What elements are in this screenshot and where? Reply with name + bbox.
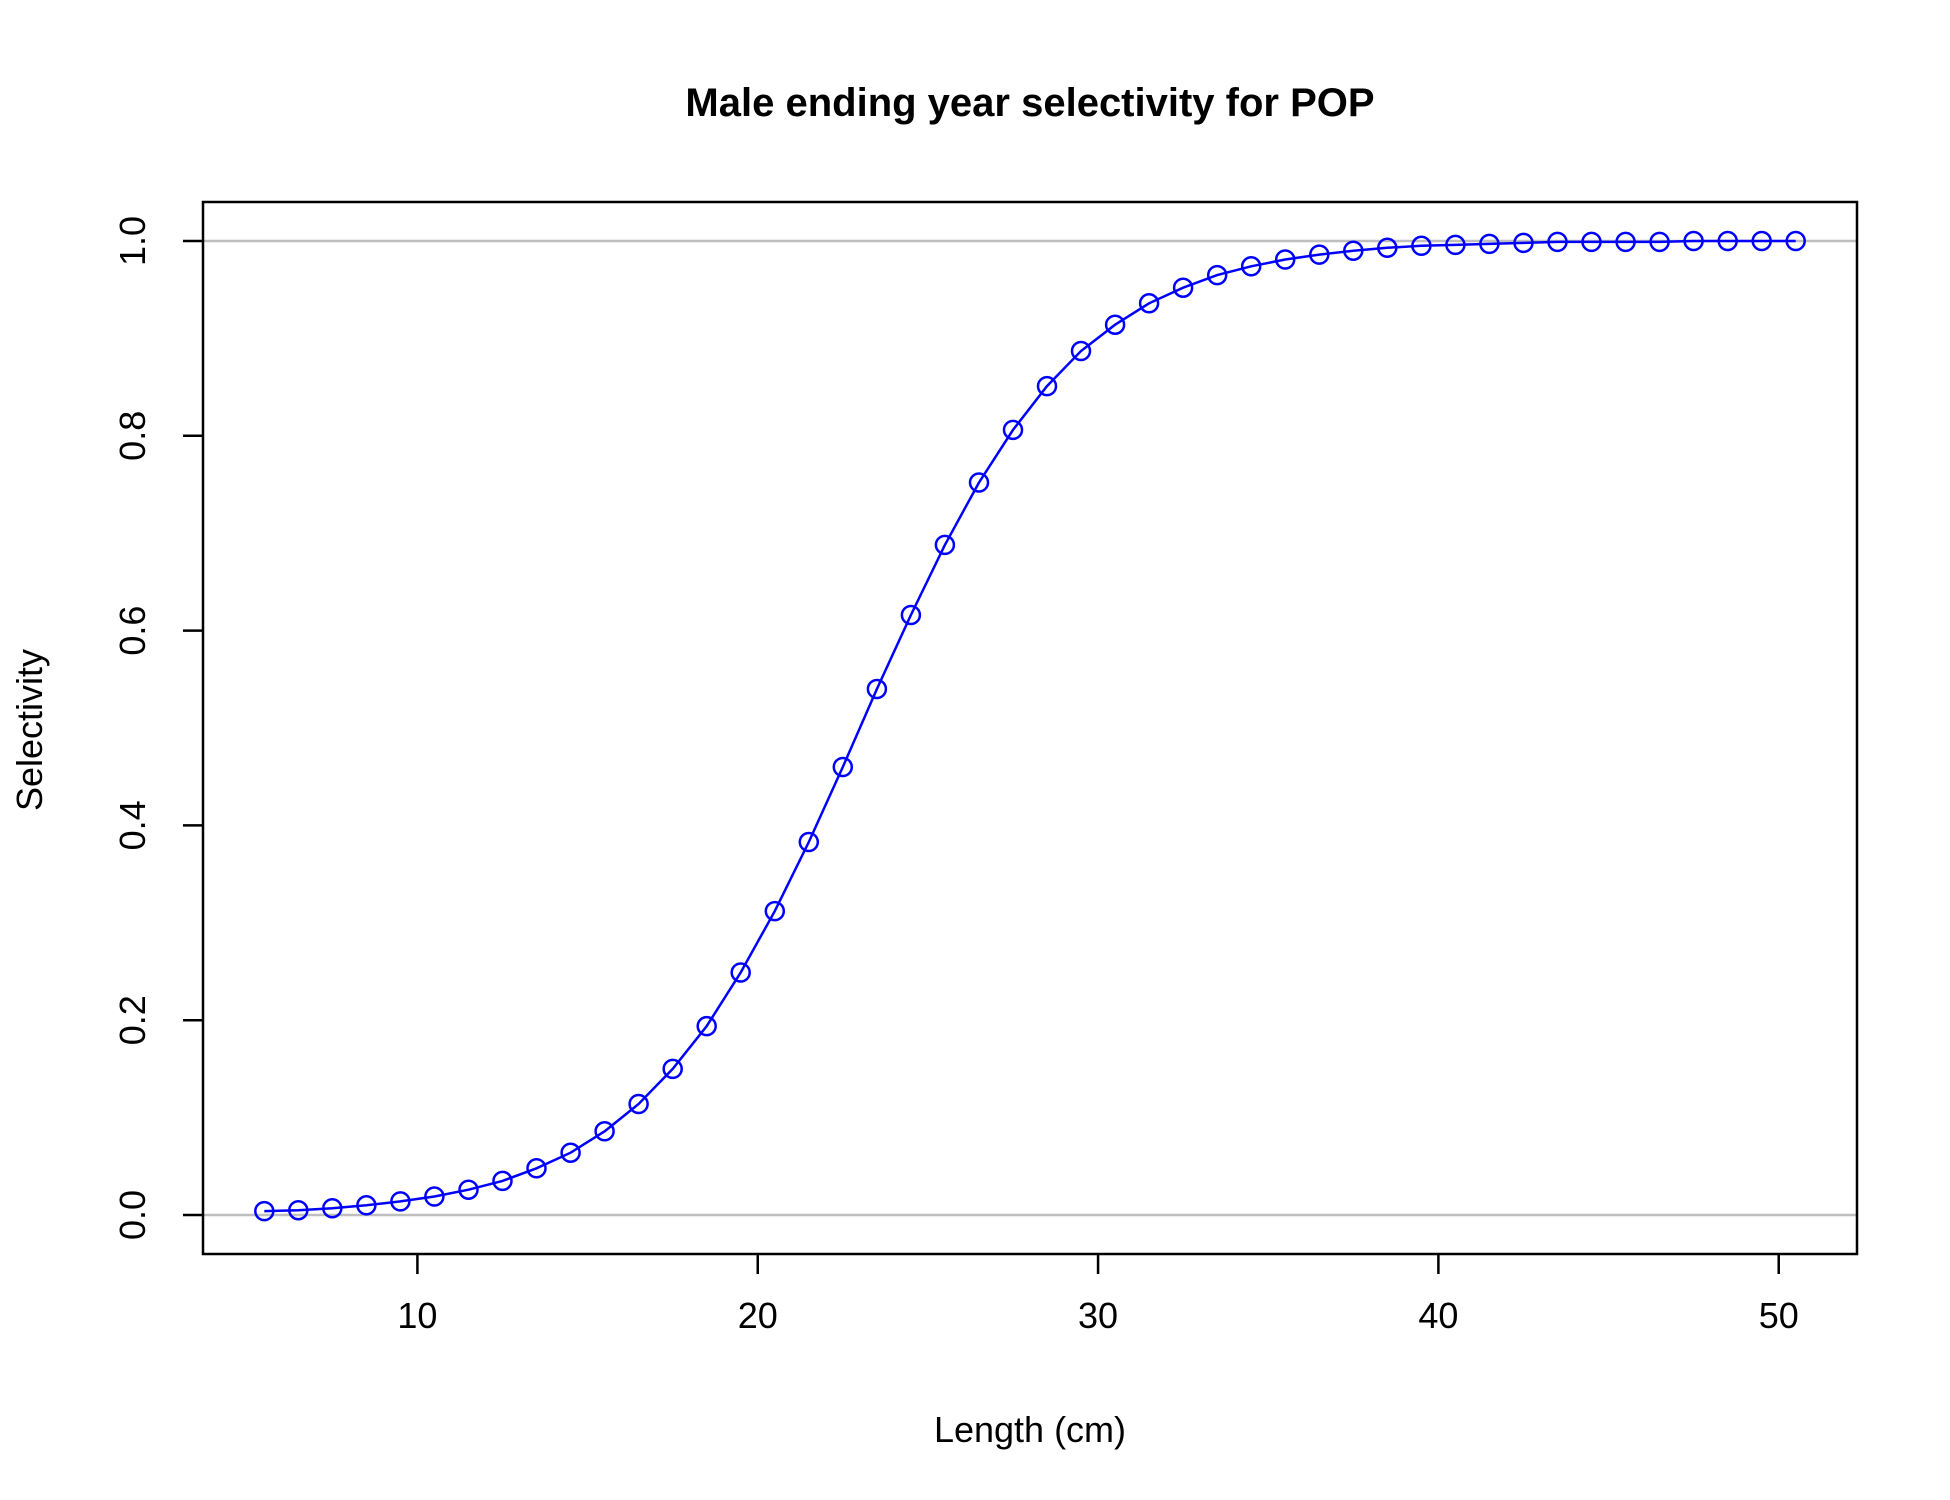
data-point-1 (288, 1199, 309, 1221)
x-axis: 10 20 30 40 50 (397, 1254, 1799, 1336)
data-point-7 (492, 1170, 513, 1192)
data-point-14 (730, 962, 751, 983)
data-point-26 (1138, 293, 1160, 314)
data-point-18 (866, 678, 888, 700)
data-point-17 (832, 756, 854, 778)
y-tick-label-4: 0.8 (112, 411, 153, 461)
data-point-0 (254, 1200, 275, 1222)
data-point-28 (1206, 264, 1228, 286)
data-point-12 (662, 1058, 683, 1080)
data-point-4 (390, 1191, 411, 1212)
y-tick-label-5: 1.0 (112, 216, 153, 266)
data-point-38 (1547, 231, 1568, 253)
data-point-5 (424, 1186, 445, 1207)
chart-title: Male ending year selectivity for POP (685, 81, 1374, 125)
data-point-37 (1513, 232, 1534, 254)
data-point-39 (1581, 231, 1602, 253)
y-tick-label-0: 0.0 (112, 1190, 153, 1240)
x-tick-label-1: 20 (738, 1295, 778, 1336)
data-point-23 (1036, 375, 1058, 397)
series-line (264, 239, 1796, 1213)
data-point-34 (1411, 235, 1432, 257)
data-point-16 (798, 831, 820, 853)
data-point-3 (356, 1195, 377, 1216)
y-tick-label-1: 0.2 (112, 995, 153, 1045)
data-point-36 (1479, 233, 1500, 255)
data-point-2 (322, 1197, 343, 1219)
series-line-group (264, 239, 1796, 1213)
plot-frame (201, 200, 1859, 1256)
y-tick-label-2: 0.4 (112, 800, 153, 850)
y-tick-label-3: 0.6 (112, 606, 153, 656)
data-point-15 (764, 900, 786, 922)
x-tick-label-2: 30 (1078, 1295, 1118, 1336)
data-point-9 (560, 1142, 581, 1163)
data-point-20 (934, 534, 956, 556)
data-point-31 (1309, 244, 1330, 265)
data-point-42 (1683, 230, 1704, 252)
data-point-10 (594, 1121, 615, 1142)
data-point-35 (1445, 234, 1466, 256)
data-point-41 (1649, 231, 1670, 253)
data-point-30 (1274, 249, 1296, 270)
x-tick-label-0: 10 (397, 1295, 437, 1336)
data-point-21 (968, 472, 990, 493)
y-axis: 0.0 0.2 0.4 0.6 0.8 1.0 (112, 216, 203, 1240)
data-point-25 (1104, 314, 1126, 335)
data-point-6 (458, 1179, 479, 1200)
data-point-11 (628, 1093, 649, 1115)
y-axis-label: Selectivity (9, 649, 50, 811)
data-point-19 (900, 604, 922, 626)
data-point-43 (1717, 230, 1738, 252)
data-point-32 (1343, 240, 1364, 261)
data-point-22 (1002, 419, 1024, 441)
reference-lines (203, 239, 1857, 1217)
data-point-8 (526, 1158, 547, 1179)
data-point-44 (1751, 230, 1772, 252)
data-point-40 (1615, 231, 1636, 253)
data-point-45 (1785, 230, 1806, 252)
x-tick-label-4: 50 (1759, 1295, 1799, 1336)
data-point-29 (1240, 256, 1262, 277)
series-points-group (254, 230, 1806, 1222)
data-point-27 (1172, 277, 1194, 298)
x-tick-label-3: 40 (1418, 1295, 1458, 1336)
x-axis-label: Length (cm) (934, 1409, 1126, 1450)
data-point-24 (1070, 340, 1092, 362)
data-point-33 (1377, 237, 1398, 259)
data-point-13 (696, 1015, 717, 1037)
